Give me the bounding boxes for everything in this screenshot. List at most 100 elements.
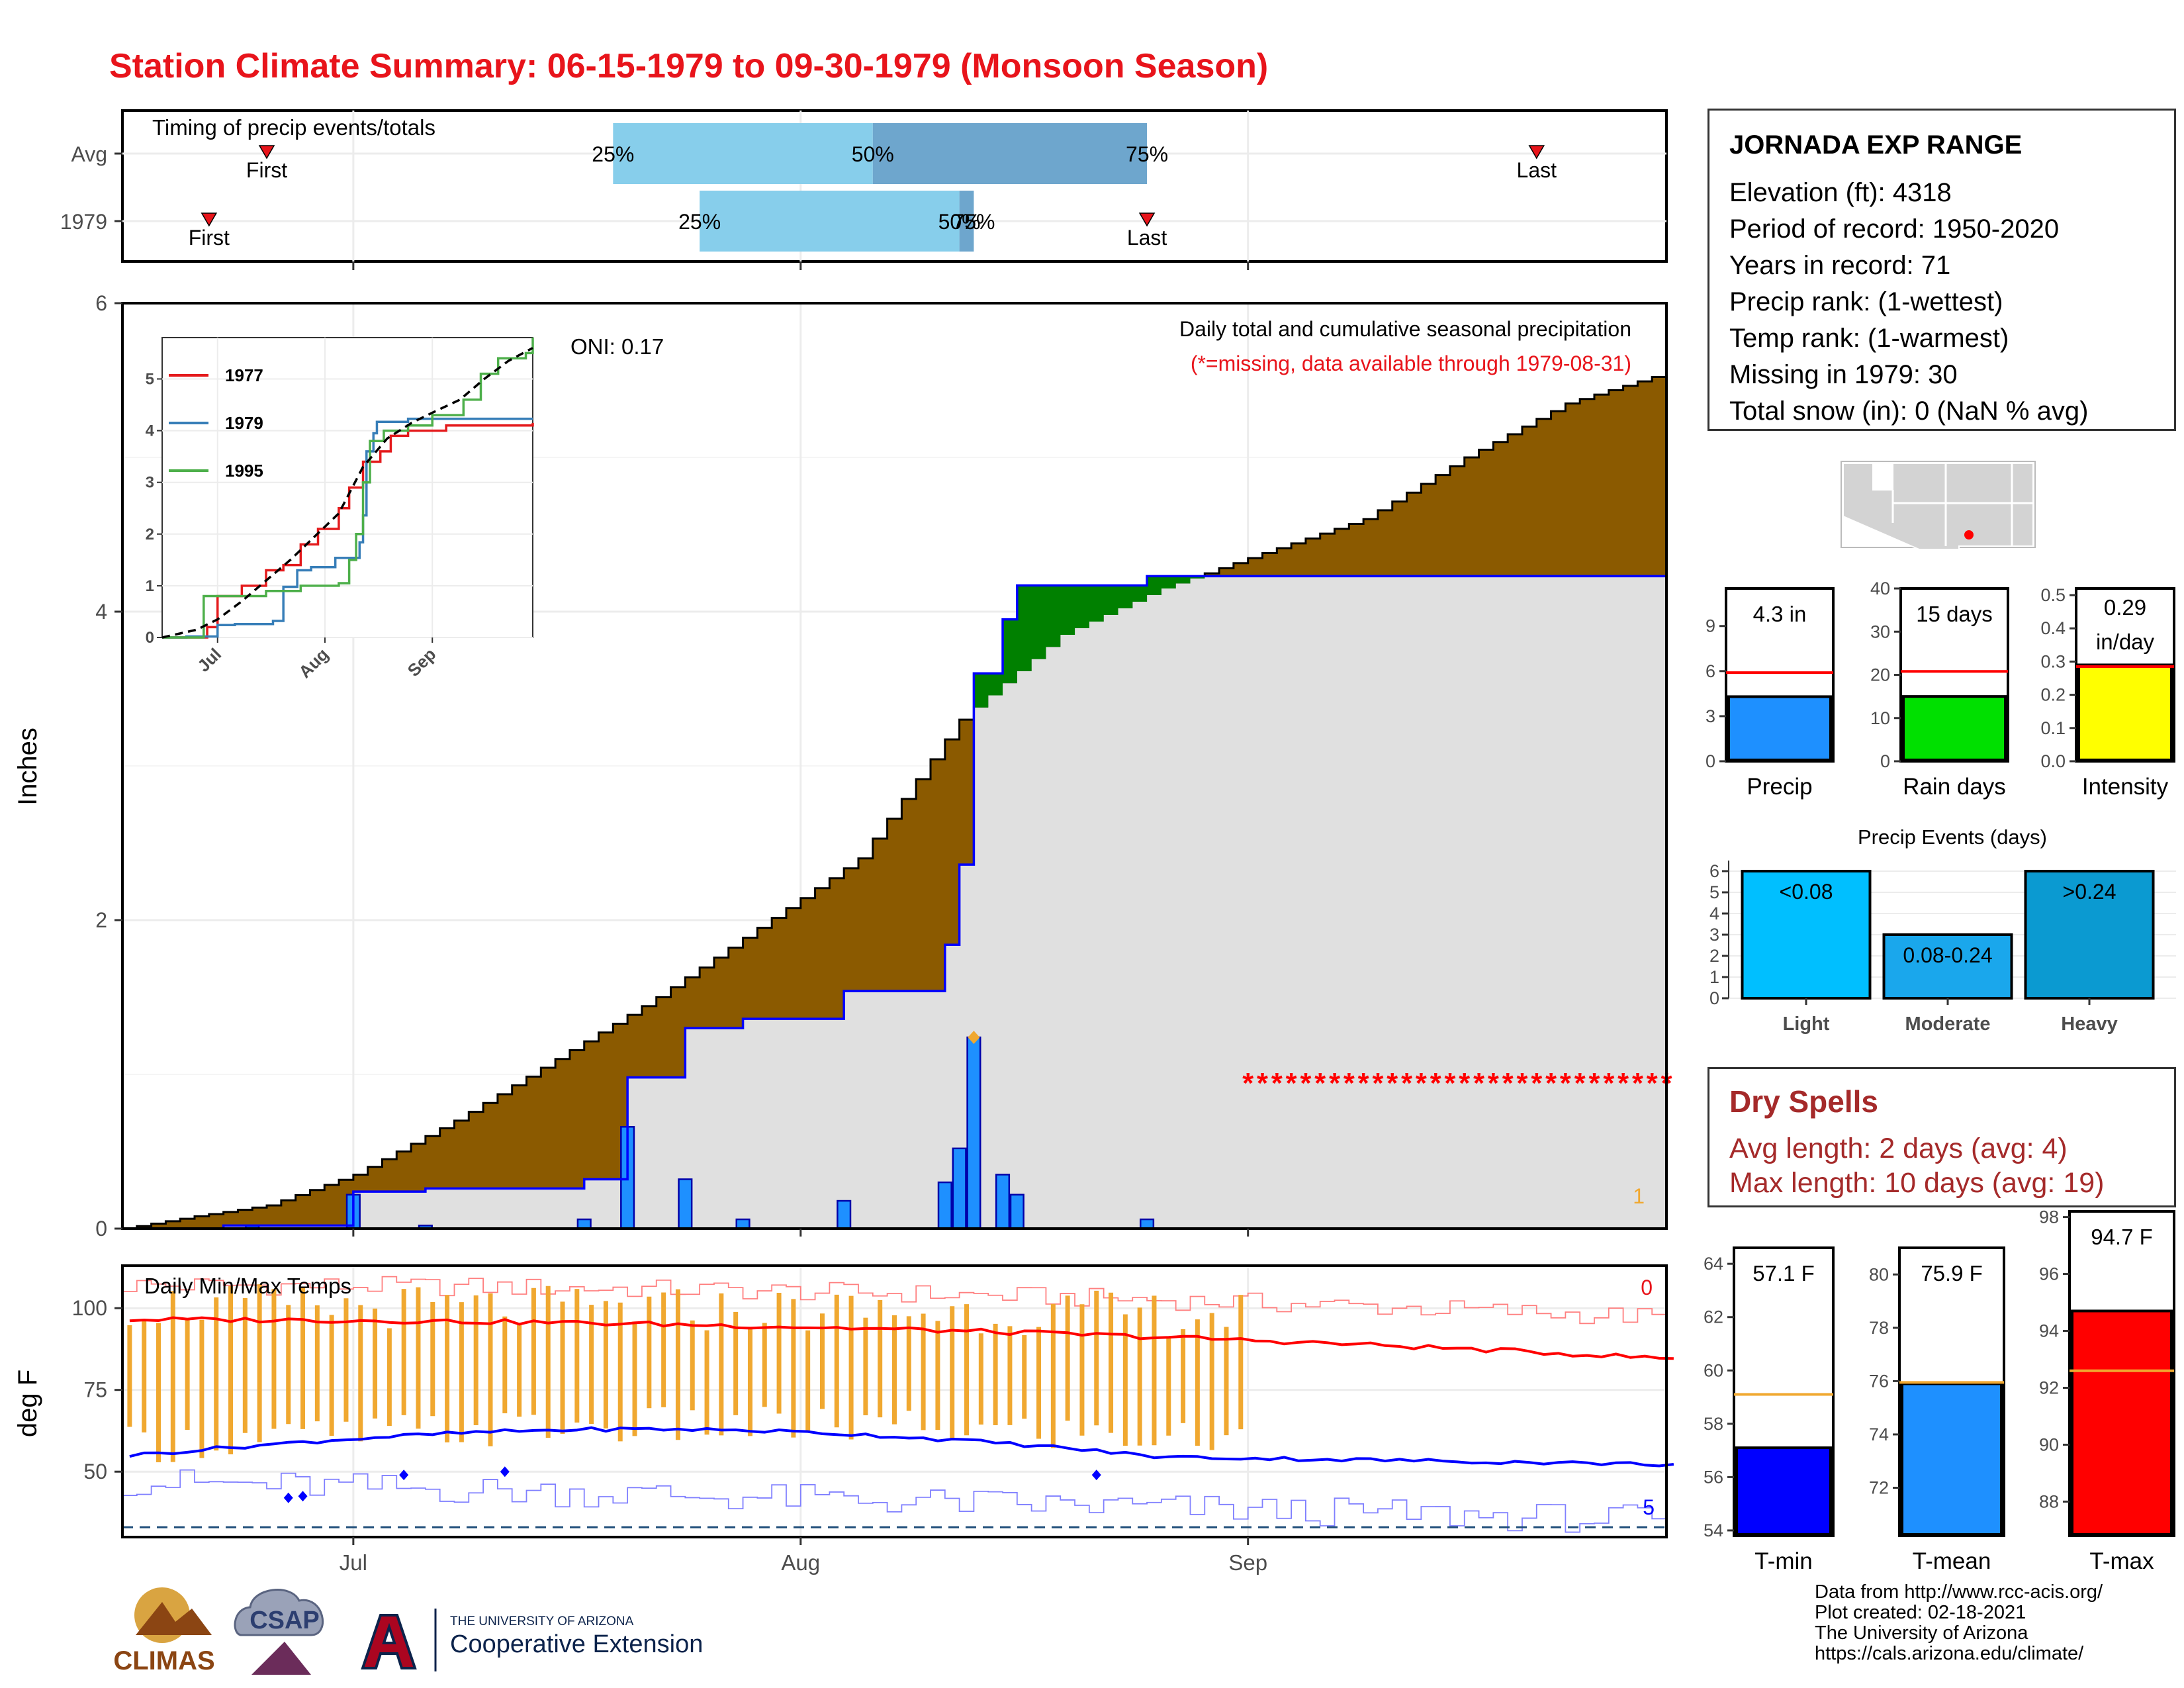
missing-day-marker: *	[1473, 1067, 1485, 1100]
month-x-axis: Jul Aug Sep	[340, 1537, 1267, 1575]
events-y-tick-label: 1	[1709, 967, 1719, 987]
tmean-category-label: T-mean	[1913, 1548, 1991, 1574]
record-high-line	[122, 1276, 1667, 1325]
inset-y-tick-label: 2	[146, 526, 154, 543]
events-category-label: Light	[1783, 1013, 1830, 1035]
map-borders	[1891, 463, 2033, 546]
precip_total-y-tick-label: 3	[1706, 706, 1715, 726]
csap-logo-text: CSAP	[250, 1607, 320, 1634]
inset-y-tick-label: 1	[146, 577, 154, 595]
precip_total-bar	[1727, 695, 1832, 761]
missing-day-marker: *	[1574, 1067, 1586, 1100]
station-info-box: JORNADA EXP RANGE Elevation (ft): 4318 P…	[1707, 109, 2176, 431]
events-category-label: Moderate	[1905, 1013, 1991, 1035]
station-info-line: Missing in 1979: 30	[1729, 360, 1958, 389]
missing-day-marker: *	[1358, 1067, 1370, 1100]
missing-day-marker: *	[1372, 1067, 1384, 1100]
station-info-line: Elevation (ft): 4318	[1729, 178, 1952, 207]
rain_days-y-tick-label: 20	[1870, 665, 1890, 685]
inset-y-tick-label: 4	[146, 422, 155, 440]
inset-series-line	[162, 417, 533, 639]
missing-day-marker: *	[1401, 1067, 1413, 1100]
tmean-y-tick-label: 80	[1869, 1264, 1889, 1284]
locator-map	[1841, 461, 2036, 550]
month-tick-label: Aug	[781, 1550, 820, 1575]
rain_days-y-tick-label: 10	[1870, 708, 1890, 728]
tmin-y-tick-label: 64	[1704, 1254, 1723, 1274]
daily-precip-bar	[1140, 1218, 1155, 1230]
daily-precip-bar	[995, 1174, 1011, 1230]
timing-last-marker	[1528, 145, 1545, 160]
temps-content	[122, 1276, 1674, 1533]
precip-y-tick-label: 0	[95, 1217, 107, 1241]
intensity-value-label: 0.29	[2104, 595, 2146, 620]
precip_total-category-label: Precip	[1747, 774, 1812, 800]
station-info-line: Total snow (in): 0 (NaN % avg)	[1729, 397, 2089, 426]
daily-precip-bar	[678, 1178, 693, 1230]
record-low-marker	[283, 1492, 293, 1503]
daily-precip-bar	[1009, 1194, 1024, 1230]
events-y-tick-label: 4	[1709, 904, 1719, 923]
dry-spells-max: Max length: 10 days (avg: 19)	[1729, 1167, 2105, 1199]
tmin-y-tick-label: 60	[1704, 1360, 1723, 1380]
temps-title: Daily Min/Max Temps	[144, 1274, 351, 1298]
missing-day-marker: *	[1257, 1067, 1269, 1100]
avg-tmin-line	[129, 1426, 1674, 1468]
precip_total-value-label: 4.3 in	[1753, 602, 1807, 626]
timing-bar-upper	[872, 123, 1148, 184]
tmin-chart: 54 56 58 60 62 64 57.1 F T-min	[1704, 1246, 1835, 1574]
daily-precip-bar	[576, 1218, 592, 1230]
tmin-y-tick-label: 54	[1704, 1521, 1723, 1540]
dry-spells-avg: Avg length: 2 days (avg: 4)	[1729, 1133, 2068, 1164]
events-bar-label: >0.24	[2063, 880, 2116, 904]
tmean-y-tick-label: 74	[1869, 1425, 1889, 1444]
station-info-line: Temp rank: (1-warmest)	[1729, 324, 2009, 353]
climas-logo: CLIMAS	[113, 1587, 215, 1675]
credit-line: Plot created: 02-18-2021	[1815, 1602, 2026, 1623]
intensity-y-tick-label: 0.5	[2040, 585, 2066, 605]
oni-label: ONI: 0.17	[570, 334, 664, 359]
events-bar	[1741, 870, 1872, 1000]
inset-legend-label: 1995	[225, 461, 263, 481]
missing-day-marker: *	[1502, 1067, 1514, 1100]
intensity-y-tick-label: 0.0	[2040, 751, 2066, 771]
daily-precip-bar	[837, 1199, 852, 1230]
max-daily-marker	[968, 1031, 980, 1045]
timing-last-label: Last	[1127, 226, 1167, 250]
timing-q75-label: 75%	[1126, 142, 1168, 166]
missing-day-marker: *	[1617, 1067, 1629, 1100]
timing-q50-label: 50%	[852, 142, 894, 166]
missing-day-marker: *	[1329, 1067, 1341, 1100]
rain_days-chart: 0 10 20 30 40 15 days Rain days	[1870, 579, 2009, 800]
events-y-tick-label: 0	[1709, 988, 1719, 1008]
temps-y-tick-label: 50	[83, 1460, 107, 1483]
climas-logo-text: CLIMAS	[113, 1646, 214, 1675]
missing-day-marker: *	[1314, 1067, 1326, 1100]
precip-y-axis: 0 2 4 6	[95, 291, 1250, 1241]
daily-precip-bar	[937, 1181, 952, 1230]
intensity-y-tick-label: 0.1	[2040, 718, 2066, 738]
missing-day-marker: *	[1632, 1067, 1644, 1100]
precip-corner-note: 1	[1633, 1184, 1645, 1208]
intensity-y-tick-label: 0.2	[2040, 685, 2066, 705]
missing-day-marker: *	[1516, 1067, 1528, 1100]
precip-content: * * * * * * * * * * * * * * * * * * * * * * * * * * * * * *	[122, 372, 1672, 1230]
temps-y-tick-label: 100	[72, 1296, 107, 1320]
events-y-tick-label: 6	[1709, 861, 1719, 881]
events-y-tick-label: 3	[1709, 925, 1719, 945]
temps-panel: Daily Min/Max Temps 0 5 deg F 50 75 100 Ju…	[13, 1264, 1674, 1575]
timing-q25-label: 25%	[678, 210, 721, 234]
station-info-line: Period of record: 1950-2020	[1729, 214, 2060, 244]
rain_days-bar	[1902, 695, 2007, 761]
tmax-y-tick-label: 88	[2039, 1491, 2059, 1511]
tmean-y-tick-label: 78	[1869, 1318, 1889, 1338]
temps-top-right-note: 0	[1641, 1276, 1653, 1299]
missing-day-marker: *	[1560, 1067, 1572, 1100]
dry-spells-box: Dry Spells Avg length: 2 days (avg: 4) M…	[1707, 1067, 2176, 1207]
temps-y-axis: 50 75 100	[72, 1296, 122, 1483]
precip-y-tick-label: 4	[95, 600, 107, 624]
missing-day-marker: *	[1459, 1067, 1471, 1100]
tmean-value-label: 75.9 F	[1921, 1261, 1983, 1286]
